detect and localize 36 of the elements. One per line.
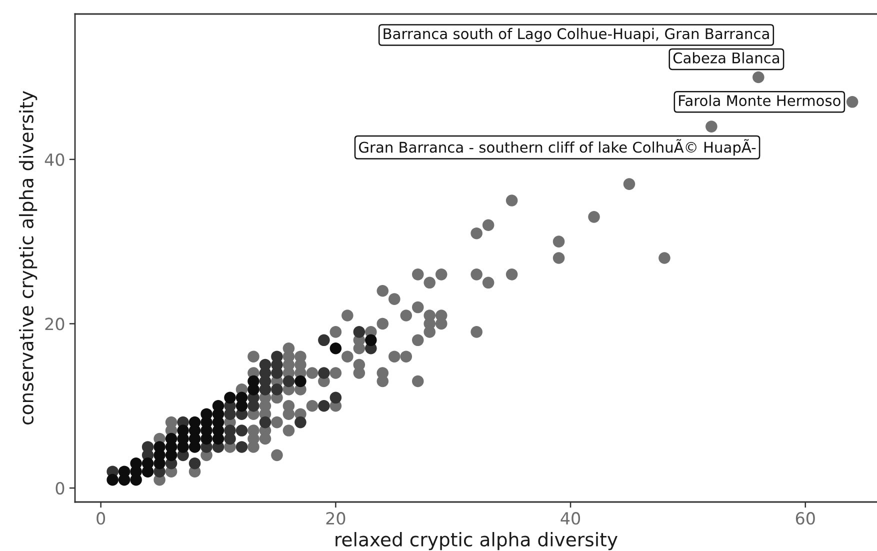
x-axis-title: relaxed cryptic alpha diversity — [336, 532, 618, 550]
x-tick-label: 40 — [560, 512, 580, 525]
point — [259, 416, 272, 428]
point — [271, 350, 283, 362]
y-tick-label: 40 — [44, 153, 64, 166]
point — [330, 342, 342, 354]
point — [294, 375, 306, 388]
x-tick-label: 20 — [326, 512, 346, 525]
annotation: Farola Monte Hermoso — [679, 94, 840, 106]
point — [236, 424, 248, 436]
y-axis-title: conservative cryptic alpha diversity — [18, 91, 38, 425]
point — [318, 367, 330, 379]
point — [236, 441, 248, 453]
point — [177, 424, 189, 436]
point — [154, 441, 166, 453]
point — [118, 466, 130, 478]
point — [224, 424, 236, 436]
annotation: Cabeza Blanca — [673, 52, 780, 64]
point — [365, 334, 377, 346]
y-tick-label: 0 — [56, 482, 64, 495]
point — [271, 384, 283, 396]
x-tick-label: 0 — [96, 512, 106, 525]
point — [294, 416, 306, 428]
point — [282, 375, 295, 388]
annotation: Gran Barranca - southern cliff of lake ColhuÃ© HuapÃ- — [359, 139, 756, 156]
point — [106, 474, 118, 486]
point — [318, 400, 330, 412]
point — [353, 326, 366, 338]
point — [224, 392, 236, 404]
point — [318, 334, 330, 346]
y-tick-label: 20 — [45, 318, 64, 330]
point — [188, 457, 201, 470]
point — [200, 408, 212, 420]
point — [330, 392, 342, 404]
x-tick-label: 60 — [796, 512, 815, 525]
annotation: Barranca south of Lago Colhue-Huapi, Gran Barranca — [384, 28, 769, 42]
